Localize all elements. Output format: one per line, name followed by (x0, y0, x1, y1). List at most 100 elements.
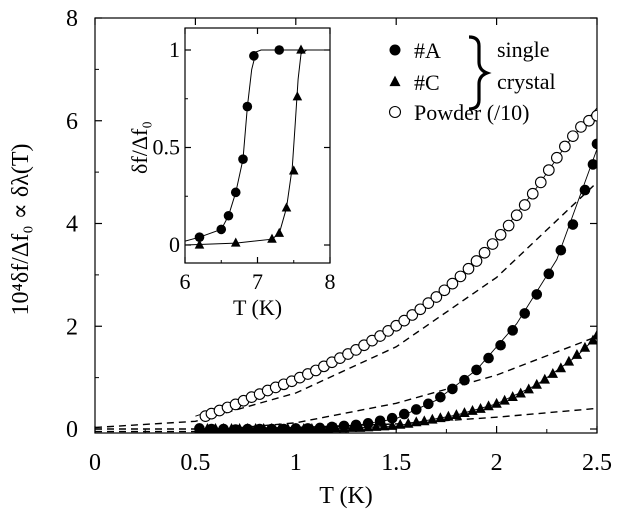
data-point (354, 421, 366, 432)
data-point (518, 199, 531, 211)
data-point (591, 109, 597, 122)
data-point (386, 419, 398, 430)
data-point (338, 422, 350, 433)
inset-data-point (274, 227, 285, 237)
data-point (419, 415, 430, 426)
data-point (587, 159, 597, 170)
data-point (523, 383, 534, 394)
data-point (567, 219, 579, 230)
data-point (274, 423, 285, 433)
data-point (470, 255, 483, 267)
inset-data-point (230, 237, 241, 247)
data-point (587, 334, 597, 345)
x-tick-label: 0 (89, 450, 101, 476)
data-point (555, 362, 567, 373)
data-point (571, 349, 583, 359)
main-plot-area (95, 107, 597, 433)
data-point (462, 262, 475, 275)
data-point (531, 289, 543, 300)
data-point (550, 151, 563, 164)
data-point (234, 423, 245, 433)
data-point (306, 423, 318, 433)
data-point (378, 420, 390, 431)
inset-x-axis-title: T (K) (233, 295, 282, 320)
inset-y-tick-label: 0 (169, 232, 180, 257)
data-point (258, 423, 269, 433)
data-point (543, 268, 555, 280)
data-point (210, 423, 221, 433)
data-point (330, 422, 342, 433)
x-tick-label: 2 (491, 450, 503, 476)
data-point (555, 244, 567, 256)
inset-data-point (216, 224, 227, 235)
data-point (575, 121, 587, 133)
data-point (446, 277, 459, 290)
data-point (467, 405, 478, 415)
y-tick-label: 8 (66, 6, 78, 32)
inset-plot: 6 7 8 0 0.5 1 T (K) δf/Δf₀ (127, 27, 336, 320)
data-point (398, 408, 410, 420)
series-2 (199, 109, 597, 423)
x-axis-title: T (K) (319, 483, 373, 509)
inset-data-point (288, 165, 299, 175)
data-point (515, 387, 526, 398)
inset-data-point (281, 202, 292, 212)
data-point (542, 164, 555, 176)
legend-marker (388, 105, 402, 119)
data-point (218, 423, 229, 433)
inset-data-point (242, 101, 253, 112)
legend-marker (389, 44, 401, 56)
inset-series-1 (194, 44, 306, 249)
data-point (194, 423, 205, 433)
data-point (591, 329, 597, 340)
inset-y-tick-label: 0.5 (153, 135, 181, 160)
data-point (531, 378, 542, 389)
inset-x-tick-label: 7 (252, 269, 263, 294)
inset-y-tick-label: 1 (169, 37, 180, 62)
data-point (502, 219, 515, 232)
legend-label: #C (414, 70, 440, 95)
main-plot: 0 0.5 1 1.5 2 2.5 0 2 4 6 8 T (K) 10⁴δf/Δf₀ ∝ δλ(T) (8, 6, 612, 509)
inset-plot-area (185, 44, 330, 249)
data-point (478, 246, 491, 259)
data-point (395, 418, 406, 429)
data-point (507, 325, 518, 336)
y-tick-label: 6 (66, 109, 78, 135)
data-point (510, 209, 523, 222)
data-point (266, 423, 277, 433)
series-1 (194, 329, 597, 433)
legend-label: #A (414, 38, 441, 63)
data-point (322, 423, 334, 433)
data-point (486, 238, 499, 250)
data-point (250, 423, 261, 433)
data-point (410, 404, 422, 415)
data-point (314, 423, 326, 433)
data-point (414, 303, 427, 316)
dashed-fit-line (95, 181, 597, 429)
y-tick-label: 2 (66, 314, 78, 340)
data-point (398, 314, 411, 327)
data-point (491, 397, 502, 408)
data-point (226, 423, 237, 433)
data-point (406, 309, 419, 321)
data-point (459, 374, 470, 386)
data-point (454, 270, 467, 283)
inset-y-axis-title: δf/Δf₀ (127, 121, 152, 174)
data-point (298, 423, 310, 433)
data-point (447, 383, 458, 395)
data-point (483, 352, 494, 364)
data-point (362, 421, 374, 432)
data-point (563, 355, 575, 366)
data-point (579, 184, 591, 196)
data-point (430, 291, 443, 303)
inset-data-point (267, 233, 277, 243)
inset-x-tick-label: 6 (180, 269, 191, 294)
data-point (519, 308, 531, 319)
data-point (202, 423, 213, 433)
data-point (507, 391, 518, 402)
data-point (403, 417, 414, 428)
data-point (547, 368, 559, 378)
data-point (539, 373, 550, 384)
data-point (579, 341, 591, 352)
